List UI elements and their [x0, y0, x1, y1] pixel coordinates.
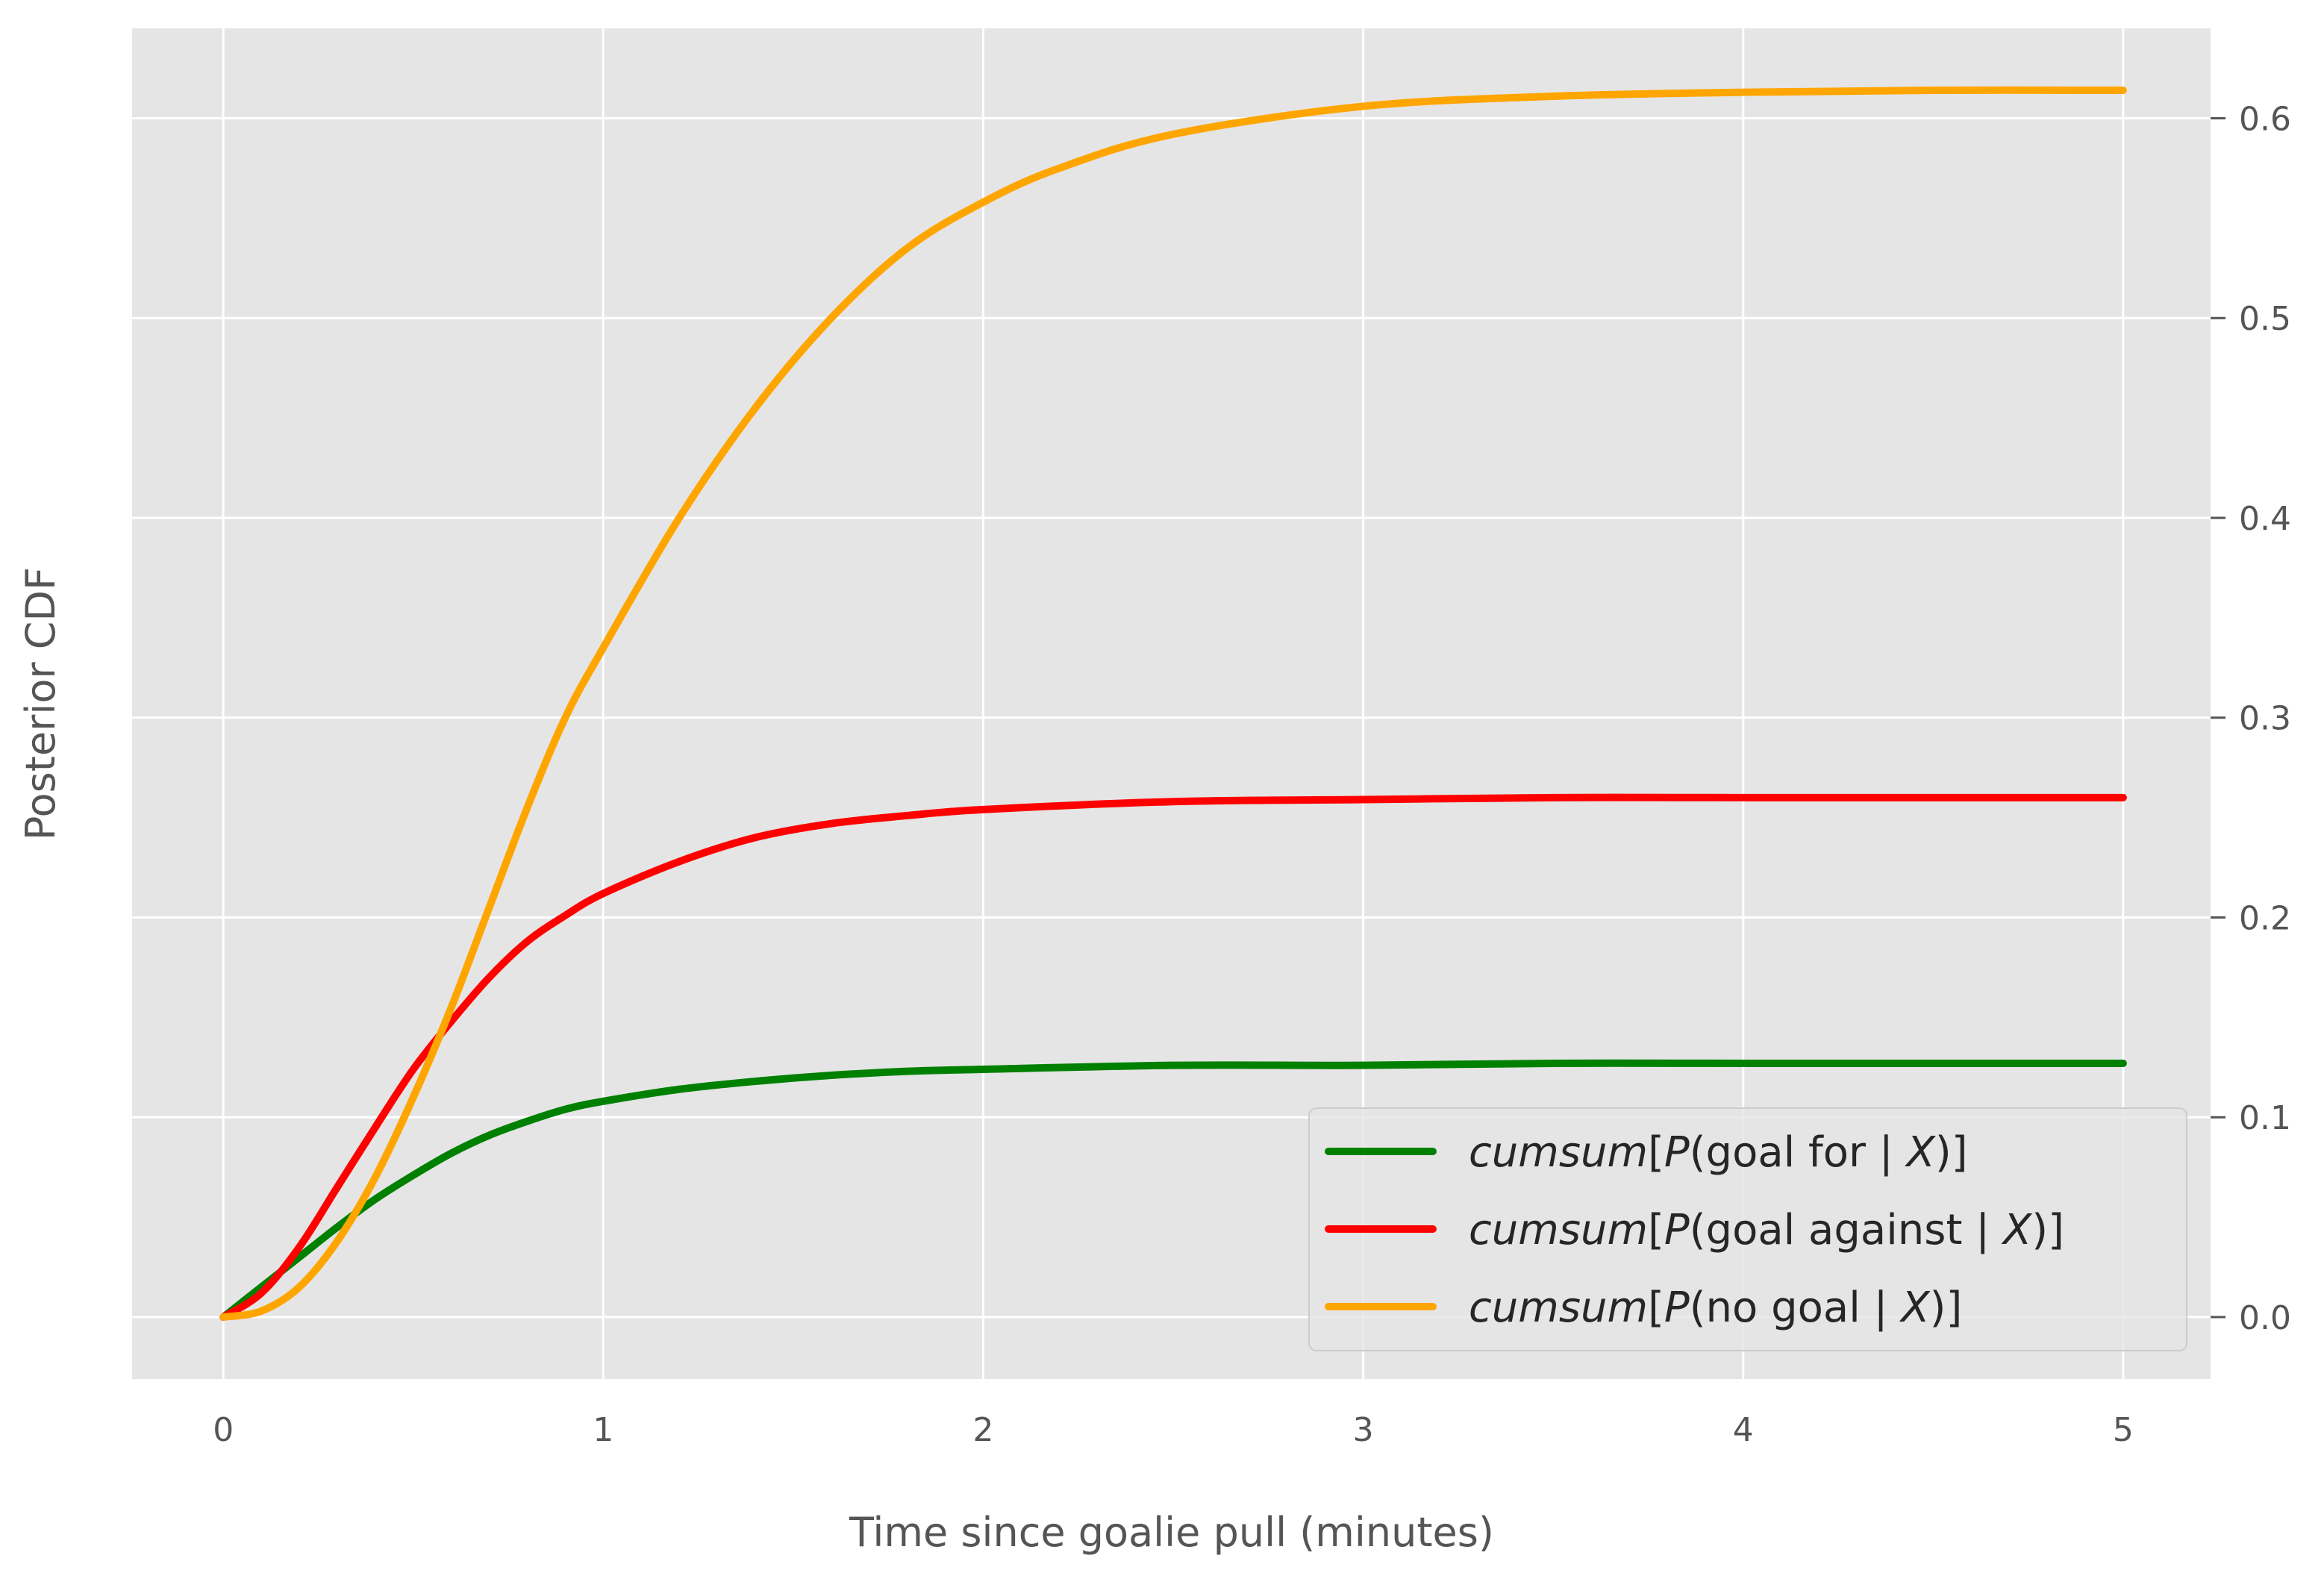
series-lines	[219, 86, 2127, 1321]
y-tick-label: 0.5	[2239, 300, 2291, 338]
series-line-2	[219, 793, 2127, 1321]
y-ticks: 0.0 0.1 0.2 0.3 0.4 0.5 0.6	[2211, 100, 2291, 1337]
x-tick-label: 2	[972, 1411, 993, 1449]
legend: cumsum[P(goal for | X)] cumsum[P(goal aga…	[1308, 1107, 2187, 1351]
x-tick-label: 0	[213, 1411, 234, 1449]
legend-label-2: cumsum[P(goal against | X)]	[1469, 1206, 2064, 1254]
legend-label-3: cumsum[P(no goal | X)]	[1469, 1283, 1962, 1332]
y-tick-label: 0.6	[2239, 100, 2291, 138]
x-tick-label: 3	[1353, 1411, 1374, 1449]
y-tick-label: 0.2	[2239, 899, 2291, 937]
x-tick-label: 4	[1733, 1411, 1754, 1449]
x-tick-label: 1	[593, 1411, 613, 1449]
y-tick-label: 0.3	[2239, 700, 2291, 738]
x-tick-label: 5	[2113, 1411, 2134, 1449]
series-line-1	[219, 1059, 2127, 1321]
legend-label-1: cumsum[P(goal for | X)]	[1469, 1128, 1968, 1177]
y-tick-label: 0.4	[2239, 500, 2291, 538]
series-line-3	[219, 86, 2127, 1321]
y-tick-label: 0.1	[2239, 1099, 2291, 1137]
x-axis-label: Time since goalie pull (minutes)	[849, 1509, 1494, 1556]
legend-box	[1308, 1107, 2187, 1351]
x-ticks: 0 1 2 3 4 5	[213, 1411, 2134, 1449]
y-axis-label: Posterior CDF	[17, 567, 64, 840]
y-tick-label: 0.0	[2239, 1299, 2291, 1337]
